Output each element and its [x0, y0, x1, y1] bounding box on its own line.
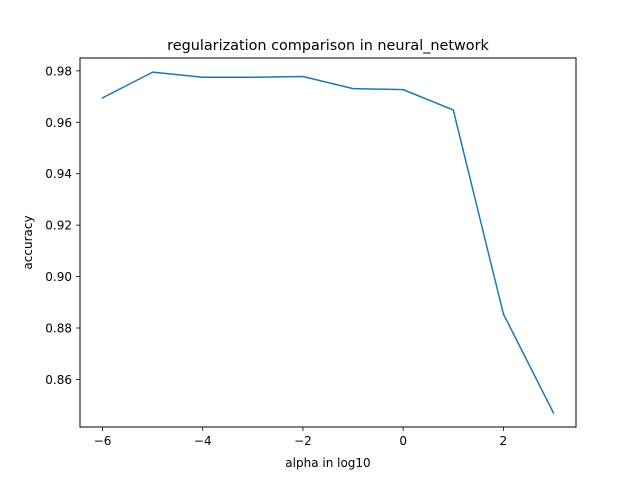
y-tick-label: 0.94 [45, 167, 72, 181]
axis-ticks: −6 −4 −2 0 2 0.86 0.88 0.90 0.92 0.94 0.96 0.98 [45, 64, 507, 448]
x-tick-label: −6 [94, 434, 112, 448]
y-tick-label: 0.92 [45, 219, 72, 233]
y-tick-label: 0.88 [45, 322, 72, 336]
y-tick-label: 0.86 [45, 373, 72, 387]
y-tick-label: 0.90 [45, 270, 72, 284]
axes-frame [79, 57, 577, 428]
y-tick-label: 0.98 [45, 64, 72, 78]
x-tick-label: −2 [294, 434, 312, 448]
x-tick-label: −4 [194, 434, 212, 448]
x-tick-label: 0 [399, 434, 407, 448]
y-axis-label: accuracy [21, 215, 35, 269]
y-tick-label: 0.96 [45, 116, 72, 130]
series-line-0 [101, 71, 555, 414]
x-tick-label: 2 [500, 434, 508, 448]
plot-area [101, 71, 555, 414]
chart-title: regularization comparison in neural_netw… [167, 38, 489, 54]
x-axis-label: alpha in log10 [285, 456, 370, 470]
